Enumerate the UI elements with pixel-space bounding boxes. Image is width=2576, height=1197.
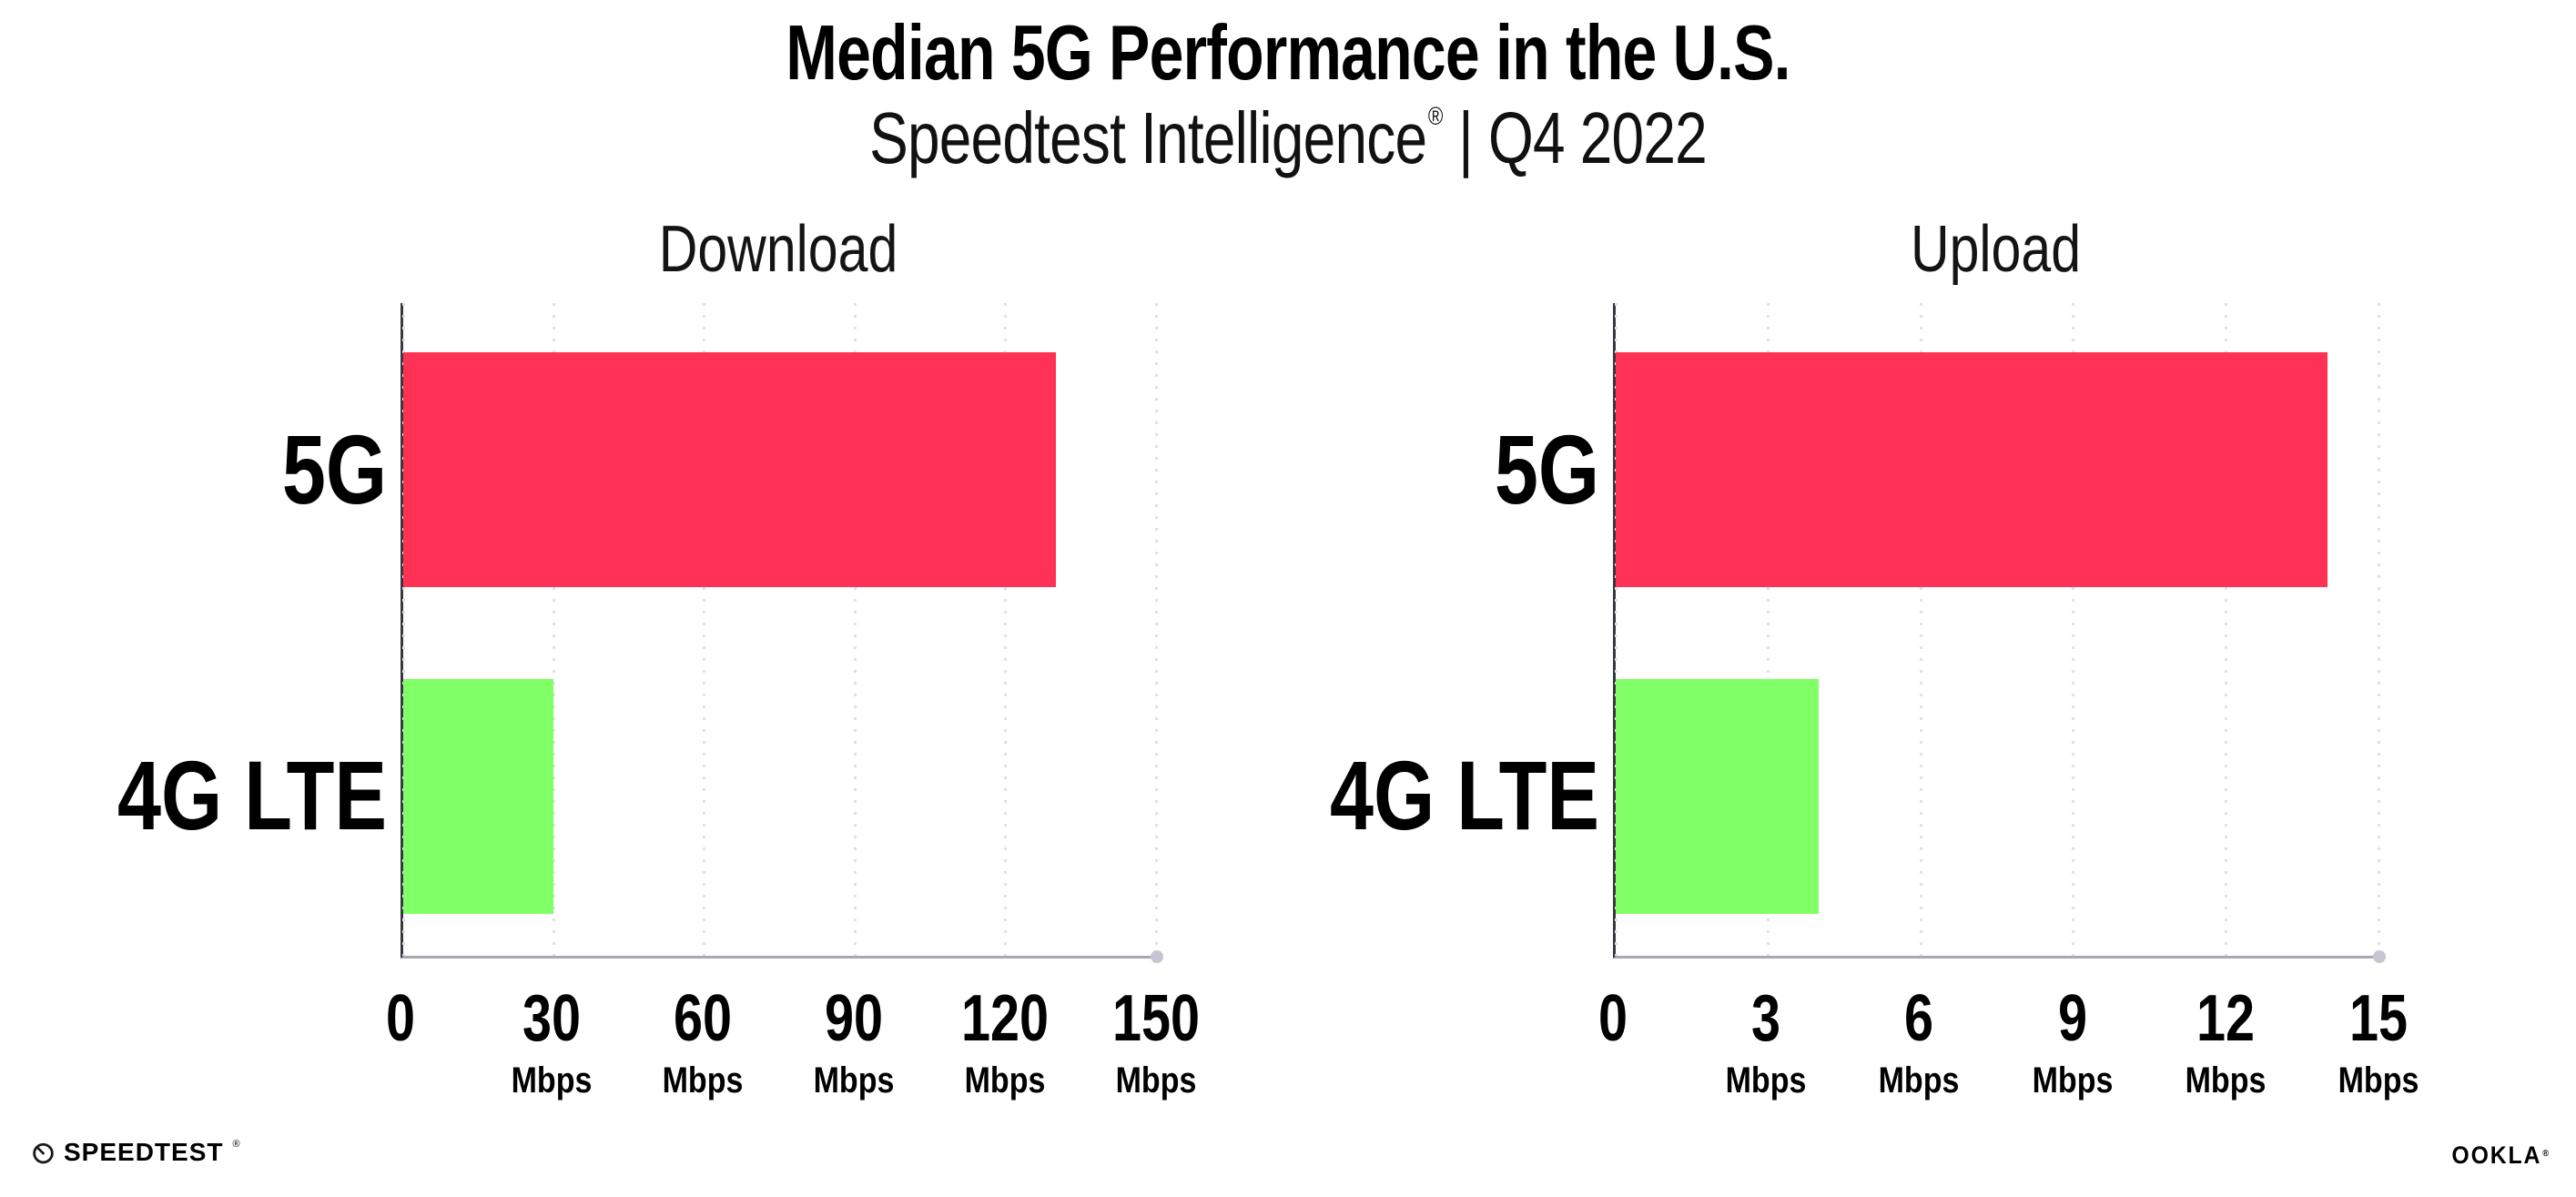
x-tick-3: 3 Mbps — [1719, 986, 1813, 1099]
category-label-5g: 5G — [1494, 414, 1599, 524]
x-tick-15: 15 Mbps — [2331, 986, 2426, 1099]
gridline-120 — [1004, 303, 1008, 956]
x-tick-120: 120 Mbps — [950, 986, 1060, 1099]
gridline-90 — [853, 303, 857, 956]
x-tick-value: 120 — [960, 982, 1050, 1055]
x-tick-value: 0 — [1597, 982, 1628, 1055]
x-tick-0: 0 — [382, 986, 419, 1051]
ookla-wordmark: OOKLA — [2451, 1141, 2542, 1169]
x-tick-unit: Mbps — [2185, 1060, 2267, 1101]
x-tick-unit: Mbps — [662, 1060, 744, 1101]
speedtest-registered-mark: ® — [232, 1139, 240, 1150]
x-tick-60: 60 Mbps — [655, 986, 750, 1099]
x-tick-30: 30 Mbps — [504, 986, 599, 1099]
chart-title-upload: Upload — [1910, 213, 2082, 286]
category-label-4g-lte: 4G LTE — [1329, 740, 1599, 850]
speedtest-logo: SPEEDTEST ® — [31, 1138, 240, 1166]
registered-mark: ® — [1427, 102, 1443, 130]
x-tick-value: 3 — [1751, 982, 1781, 1055]
x-tick-150: 150 Mbps — [1101, 986, 1211, 1099]
gridline-30 — [552, 303, 555, 956]
subtitle-period: | Q4 2022 — [1458, 97, 1708, 178]
category-label-5g: 5G — [281, 414, 387, 524]
x-tick-value: 15 — [2348, 982, 2409, 1055]
x-tick-value: 90 — [824, 982, 884, 1055]
bar-5g-upload — [1616, 352, 2328, 587]
ookla-registered-mark: ® — [2542, 1149, 2551, 1159]
bar-4g-lte-upload — [1616, 679, 1820, 914]
x-tick-unit: Mbps — [813, 1060, 895, 1101]
axis-end-dot — [2373, 950, 2386, 963]
x-tick-6: 6 Mbps — [1871, 986, 1966, 1099]
x-tick-value: 60 — [673, 982, 733, 1055]
x-axis-ticks-download: 0 30 Mbps 60 Mbps 90 Mbps 120 Mbps 150 Mbps — [386, 986, 1200, 1141]
page-title: Median 5G Performance in the U.S. — [786, 10, 1790, 96]
x-tick-value: 150 — [1111, 982, 1201, 1055]
gridline-150 — [1154, 303, 1158, 956]
x-tick-unit: Mbps — [1115, 1060, 1197, 1101]
page-subtitle: Speedtest Intelligence® | Q4 2022 — [258, 100, 2318, 177]
x-tick-90: 90 Mbps — [806, 986, 901, 1099]
gridline-0 — [1614, 303, 1618, 956]
x-tick-unit: Mbps — [964, 1060, 1046, 1101]
x-tick-unit: Mbps — [2338, 1060, 2419, 1101]
gridline-9 — [2072, 303, 2075, 956]
speedtest-wordmark: SPEEDTEST — [64, 1138, 224, 1166]
gridline-60 — [703, 303, 706, 956]
bar-5g-download — [403, 352, 1056, 587]
x-tick-value: 6 — [1904, 982, 1934, 1055]
gridline-12 — [2224, 303, 2227, 956]
plot-area-upload: 5G 4G LTE — [1330, 303, 2386, 963]
gridline-3 — [1767, 303, 1770, 956]
gridline-6 — [1919, 303, 1922, 956]
gridline-15 — [2377, 303, 2380, 956]
x-tick-value: 12 — [2196, 982, 2255, 1055]
x-tick-value: 0 — [385, 982, 416, 1055]
bar-4g-lte-download — [403, 679, 554, 914]
x-tick-unit: Mbps — [511, 1060, 593, 1101]
category-label-4g-lte: 4G LTE — [117, 740, 387, 850]
x-tick-12: 12 Mbps — [2178, 986, 2273, 1099]
x-tick-9: 9 Mbps — [2024, 986, 2119, 1099]
x-tick-value: 30 — [522, 982, 582, 1055]
x-tick-0: 0 — [1595, 986, 1631, 1051]
x-tick-value: 9 — [2057, 982, 2087, 1055]
x-tick-unit: Mbps — [2032, 1060, 2113, 1101]
ookla-logo: OOKLA® — [2452, 1143, 2551, 1168]
speedtest-gauge-icon — [31, 1141, 56, 1165]
x-tick-unit: Mbps — [1879, 1060, 1960, 1101]
x-axis-ticks-upload: 0 3 Mbps 6 Mbps 9 Mbps 12 Mbps 15 Mbps — [1598, 986, 2419, 1141]
gridline-0 — [401, 303, 405, 956]
axis-end-dot — [1151, 950, 1163, 963]
chart-title-download: Download — [658, 213, 898, 286]
subtitle-brand: Speedtest Intelligence — [869, 97, 1427, 178]
plot-area-download: 5G 4G LTE — [117, 303, 1163, 963]
x-tick-unit: Mbps — [1725, 1060, 1807, 1101]
